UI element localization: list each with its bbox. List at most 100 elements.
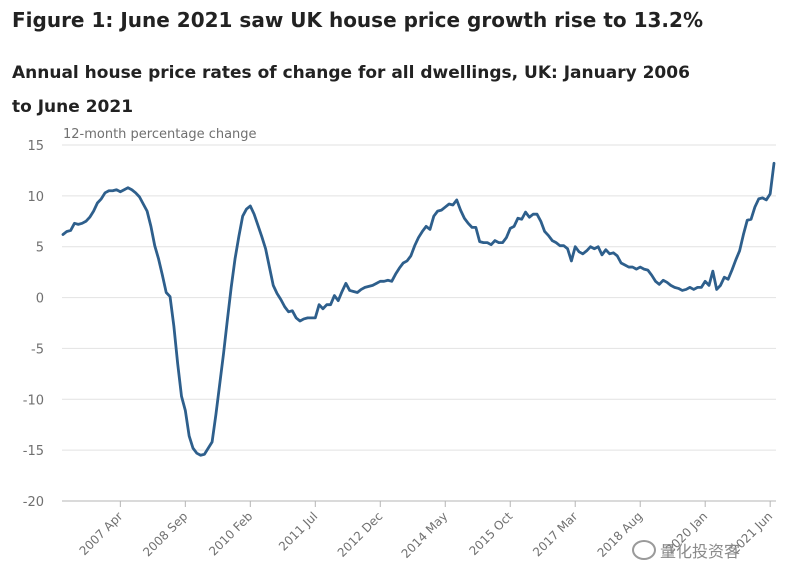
data-point — [578, 251, 579, 252]
data-point — [319, 304, 320, 305]
data-point — [147, 211, 148, 212]
data-point — [296, 317, 297, 318]
data-point — [536, 214, 537, 215]
data-point — [628, 266, 629, 267]
y-tick-label: 5 — [36, 241, 44, 256]
data-point — [345, 283, 346, 284]
data-point — [403, 262, 404, 263]
data-point — [556, 242, 557, 243]
data-point — [338, 300, 339, 301]
y-tick-label: -10 — [23, 393, 44, 408]
series-line — [61, 161, 776, 457]
data-point — [693, 289, 694, 290]
data-point — [498, 242, 499, 243]
watermark: 量化投资客 — [632, 538, 740, 562]
data-point — [70, 230, 71, 231]
data-point — [380, 281, 381, 282]
data-point — [78, 224, 79, 225]
data-point — [452, 204, 453, 205]
data-point — [112, 190, 113, 191]
data-point — [586, 250, 587, 251]
data-point — [288, 311, 289, 312]
data-point — [598, 246, 599, 247]
data-point — [502, 242, 503, 243]
data-point — [284, 306, 285, 307]
data-point — [548, 235, 549, 236]
data-point — [575, 246, 576, 247]
data-point — [257, 225, 258, 226]
data-point — [747, 220, 748, 221]
series-group — [61, 161, 776, 457]
data-point — [552, 240, 553, 241]
data-point — [754, 206, 755, 207]
data-point — [697, 287, 698, 288]
data-point — [311, 317, 312, 318]
data-point — [613, 252, 614, 253]
data-point — [326, 304, 327, 305]
data-point — [636, 268, 637, 269]
data-point — [135, 192, 136, 193]
data-point — [364, 287, 365, 288]
data-point — [399, 267, 400, 268]
data-point — [705, 281, 706, 282]
data-point — [418, 237, 419, 238]
data-point — [66, 231, 67, 232]
data-point — [108, 190, 109, 191]
data-point — [189, 435, 190, 436]
data-point — [127, 187, 128, 188]
x-tick-label: 2007 Apr — [77, 509, 126, 558]
data-point — [701, 287, 702, 288]
data-point — [384, 281, 385, 282]
data-point — [185, 410, 186, 411]
data-point — [621, 262, 622, 263]
data-point — [525, 212, 526, 213]
data-point — [395, 274, 396, 275]
data-point — [663, 280, 664, 281]
x-tick-label: 2008 Sep — [140, 509, 190, 559]
data-point — [292, 310, 293, 311]
data-point — [124, 189, 125, 190]
y-axis-label: 12-month percentage change — [63, 127, 257, 142]
data-point — [368, 286, 369, 287]
data-point — [471, 227, 472, 228]
data-point — [456, 199, 457, 200]
data-point — [441, 210, 442, 211]
data-point — [670, 285, 671, 286]
data-point — [643, 268, 644, 269]
data-point — [609, 253, 610, 254]
data-point — [491, 244, 492, 245]
x-tick-label: 2014 May — [399, 509, 451, 561]
data-point — [720, 285, 721, 286]
data-point — [238, 236, 239, 237]
data-point — [758, 198, 759, 199]
data-point — [414, 245, 415, 246]
data-point — [330, 304, 331, 305]
data-point — [735, 259, 736, 260]
data-point — [349, 290, 350, 291]
data-point — [150, 226, 151, 227]
data-point — [682, 290, 683, 291]
data-point — [426, 226, 427, 227]
x-tick-label: 2015 Oct — [466, 509, 515, 558]
data-point — [617, 255, 618, 256]
data-point — [169, 296, 170, 297]
data-point — [762, 197, 763, 198]
data-point — [85, 221, 86, 222]
data-point — [674, 287, 675, 288]
data-point — [605, 249, 606, 250]
chart-subtitle: Annual house price rates of change for a… — [12, 63, 690, 117]
data-point — [200, 455, 201, 456]
data-point — [571, 260, 572, 261]
data-point — [716, 289, 717, 290]
data-point — [223, 353, 224, 354]
data-point — [143, 203, 144, 204]
data-point — [406, 260, 407, 261]
data-point — [376, 283, 377, 284]
data-point — [410, 255, 411, 256]
data-point — [559, 245, 560, 246]
data-point — [448, 203, 449, 204]
data-point — [513, 226, 514, 227]
data-point — [357, 292, 358, 293]
data-point — [254, 214, 255, 215]
